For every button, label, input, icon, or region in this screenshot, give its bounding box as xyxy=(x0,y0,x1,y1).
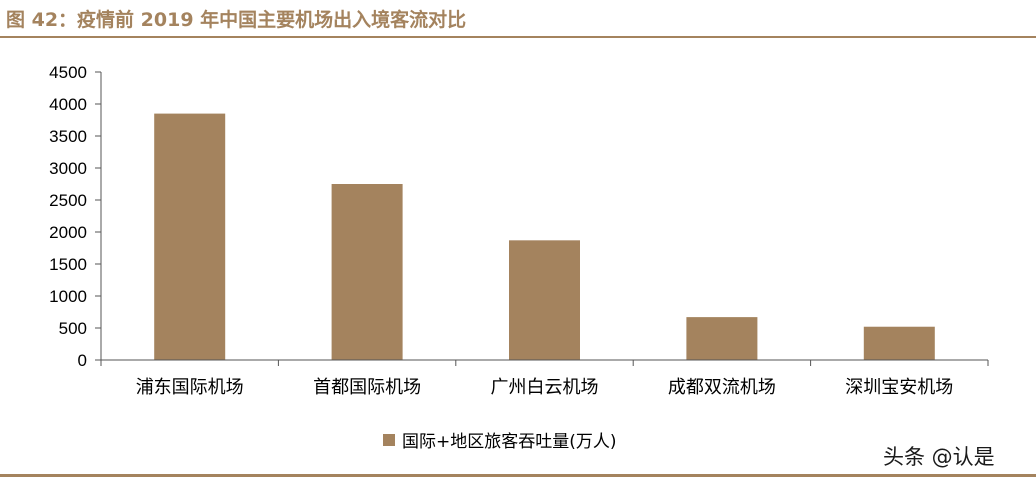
y-tick-label: 0 xyxy=(78,351,87,370)
y-tick-label: 1000 xyxy=(49,287,87,306)
axes-group xyxy=(100,72,989,366)
bar-chart: 0 500 1000 1500 2000 2500 3000 3500 4000 4500 浦东国… xyxy=(49,63,989,398)
watermark: 头条 @认是 xyxy=(883,445,995,469)
bar-1 xyxy=(154,113,226,360)
x-category-label: 首都国际机场 xyxy=(313,377,421,398)
title-divider xyxy=(0,36,1036,38)
x-category-label: 浦东国际机场 xyxy=(136,377,244,398)
bar-3 xyxy=(509,240,580,360)
legend-label: 国际+地区旅客吞吐量(万人) xyxy=(402,432,617,452)
x-category-label: 广州白云机场 xyxy=(491,377,599,398)
y-tick-label: 4500 xyxy=(49,63,87,82)
figure-title: 图 42：疫情前 2019 年中国主要机场出入境客流对比 xyxy=(6,9,467,31)
y-tick-label: 1500 xyxy=(49,255,87,274)
y-tick-label: 2000 xyxy=(49,223,87,242)
legend-swatch xyxy=(383,433,395,446)
y-tick-label: 2500 xyxy=(49,191,87,210)
bar-4 xyxy=(686,317,758,360)
bar-5 xyxy=(863,326,935,360)
x-category-label: 深圳宝安机场 xyxy=(845,377,953,398)
bar-2 xyxy=(331,184,403,360)
y-tick-label: 4000 xyxy=(49,95,87,114)
y-tick-label: 500 xyxy=(59,319,87,338)
x-axis-labels: 浦东国际机场 首都国际机场 广州白云机场 成都双流机场 深圳宝安机场 xyxy=(136,377,954,398)
legend: 国际+地区旅客吞吐量(万人) xyxy=(383,427,617,452)
x-category-label: 成都双流机场 xyxy=(668,377,776,398)
y-tick-label: 3000 xyxy=(49,159,87,178)
bottom-divider xyxy=(0,474,1036,477)
y-axis-ticks: 0 500 1000 1500 2000 2500 3000 3500 4000 4500 xyxy=(49,63,101,370)
y-tick-label: 3500 xyxy=(49,127,87,146)
bars-group xyxy=(154,113,935,360)
